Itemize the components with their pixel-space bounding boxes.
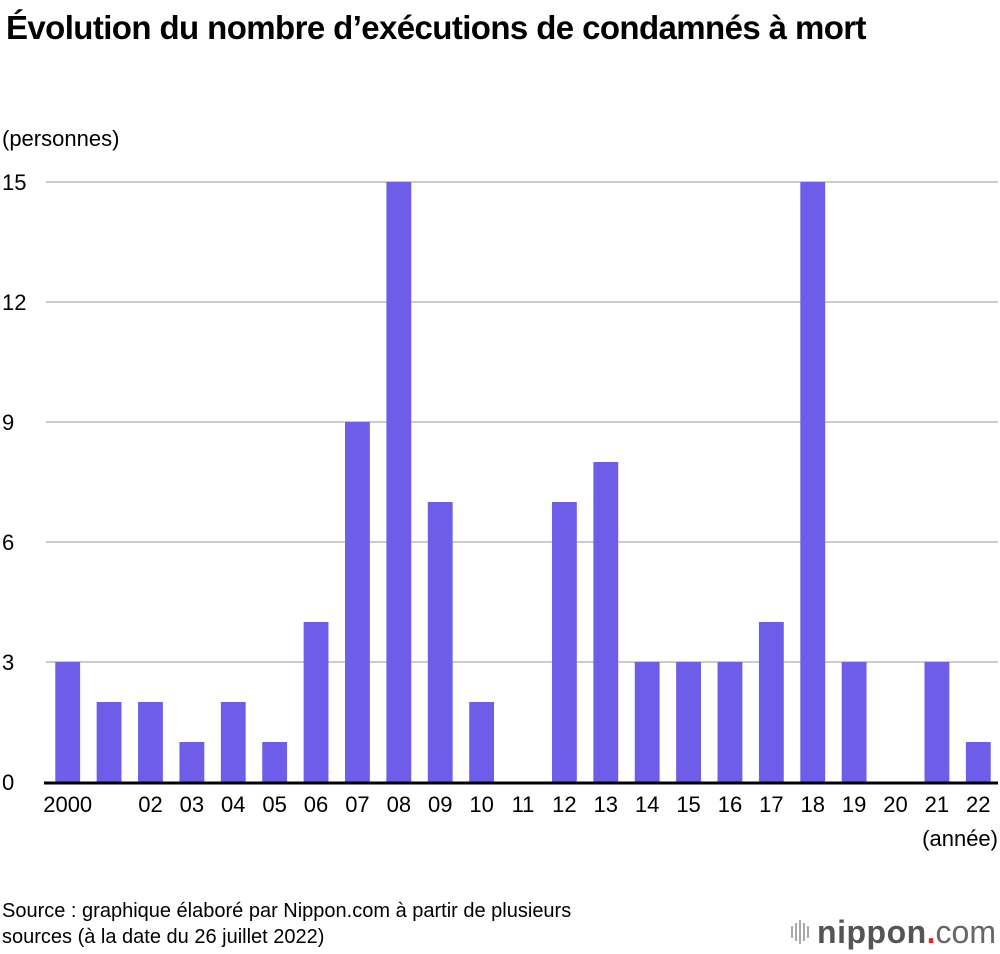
bar-19	[841, 662, 867, 782]
y-tick-label: 15	[2, 170, 26, 195]
x-tick-label: 15	[676, 792, 700, 817]
bar-15	[676, 662, 701, 782]
x-tick-label: 19	[842, 792, 866, 817]
source-line-2: sources (à la date du 26 juillet 2022)	[2, 926, 325, 948]
bar-18	[800, 182, 826, 782]
bar-01	[96, 702, 122, 782]
bar-03	[179, 742, 205, 782]
y-tick-label: 6	[2, 530, 14, 555]
bar-2000	[55, 662, 81, 782]
bars	[55, 182, 991, 782]
sound-wave-icon	[791, 920, 810, 944]
gridlines	[46, 181, 998, 663]
y-tick-label: 12	[2, 290, 26, 315]
x-tick-label: 10	[469, 792, 493, 817]
x-tick-label: 14	[635, 792, 659, 817]
bar-12	[551, 502, 577, 782]
x-tick-label: 07	[345, 792, 369, 817]
chart-title: Évolution du nombre d’exécutions de cond…	[6, 9, 867, 46]
bar-22	[965, 742, 991, 782]
x-tick-label: 08	[387, 792, 411, 817]
y-axis-unit-label: (personnes)	[2, 126, 120, 151]
x-tick-label: 05	[262, 792, 286, 817]
x-tick-label: 02	[138, 792, 162, 817]
bar-21	[924, 662, 950, 782]
x-tick-label: 17	[759, 792, 783, 817]
logo-text: nippon	[817, 913, 927, 950]
logo-dot: .	[926, 913, 936, 950]
bar-09	[427, 502, 453, 782]
bar-08	[386, 182, 412, 782]
source-line-1: Source : graphique élaboré par Nippon.co…	[2, 900, 572, 922]
bar-14	[634, 662, 660, 782]
x-tick-label: 21	[925, 792, 949, 817]
x-tick-label: 13	[594, 792, 618, 817]
bar-02	[138, 702, 163, 782]
x-tick-label: 22	[966, 792, 990, 817]
nippon-logo: nippon. com	[791, 914, 996, 950]
y-tick-label: 3	[2, 650, 14, 675]
x-tick-label: 06	[304, 792, 328, 817]
y-tick-label: 0	[2, 770, 14, 795]
bar-06	[303, 622, 329, 782]
x-axis-ticks: 2000 02 03 04 05 06 07 08 09 10 11 12 13 14 15 16 17 18 19…	[43, 792, 990, 817]
logo-suffix: com	[935, 913, 996, 950]
x-tick-label: 09	[428, 792, 452, 817]
x-tick-label: 04	[221, 792, 245, 817]
x-tick-label: 2000	[43, 792, 92, 817]
y-axis-ticks: 0 3 6 9 12 15	[2, 170, 26, 795]
x-tick-label: 18	[800, 792, 824, 817]
bar-17	[758, 622, 784, 782]
y-tick-label: 9	[2, 410, 14, 435]
x-tick-label: 11	[512, 792, 535, 817]
source-note: Source : graphique élaboré par Nippon.co…	[2, 898, 571, 950]
x-axis-unit-label: (année)	[922, 826, 998, 851]
bar-16	[717, 662, 743, 782]
bar-10	[469, 702, 495, 782]
x-tick-label: 16	[718, 792, 742, 817]
bar-07	[345, 422, 370, 782]
bar-04	[220, 702, 246, 782]
bar-05	[262, 742, 288, 782]
bar-13	[593, 462, 619, 782]
x-tick-label: 12	[552, 792, 576, 817]
x-tick-label: 03	[180, 792, 204, 817]
x-tick-label: 20	[883, 792, 907, 817]
